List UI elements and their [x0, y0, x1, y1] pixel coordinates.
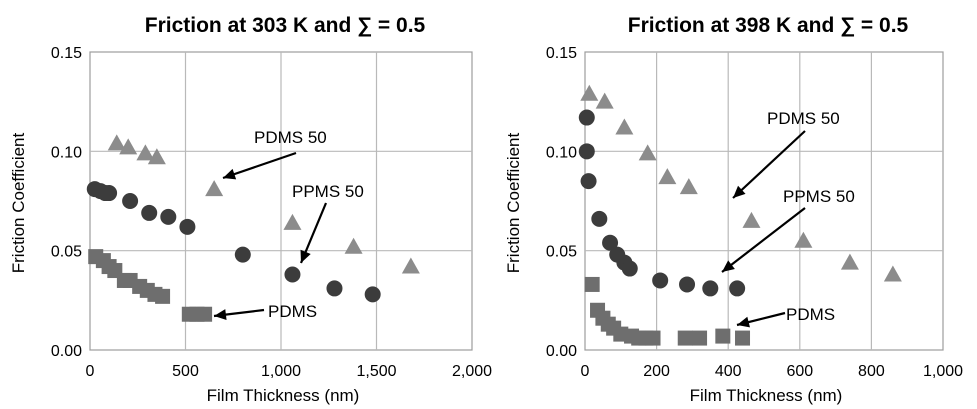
- pdms50-triangle-point: [638, 144, 657, 161]
- ppms50-circle-point: [702, 280, 719, 297]
- arrowhead: [300, 249, 311, 263]
- pdms50-triangle-point: [119, 138, 138, 155]
- pdms-square-point: [645, 330, 661, 346]
- plot-frame: [584, 51, 944, 351]
- x-tick-label: 1,500: [356, 363, 396, 380]
- x-tick-label: 1,000: [261, 363, 301, 380]
- pdms50-triangle-point: [794, 231, 813, 248]
- pdms50-triangle-point: [679, 178, 698, 195]
- left-chart-panel: 0 500 1,000 1,500 2,000 0.00 0.05 0.10 0.15 Frict…: [9, 14, 492, 405]
- y-axis-label: Friction Coefficient: [504, 132, 523, 273]
- pdms-square-point: [715, 328, 731, 344]
- chart-title: Friction at 303 K and ∑ = 0.5: [145, 14, 426, 37]
- ppms50-circle-point: [284, 266, 301, 283]
- arrowhead: [722, 260, 735, 272]
- y-tick-label: 0.10: [546, 144, 577, 161]
- pdms50-triangle-point: [136, 144, 155, 161]
- ppms50-circle-point: [729, 280, 746, 297]
- ppms50-circle-point: [326, 280, 343, 297]
- pdms-square-point: [692, 330, 708, 346]
- ppms50-circle-point: [652, 272, 669, 289]
- ppms50-circle-point: [179, 218, 196, 235]
- pdms-square-point: [584, 276, 600, 292]
- pdms-square-point: [735, 330, 751, 346]
- x-tick-label: 600: [786, 363, 813, 380]
- pdms50-triangle-point: [840, 253, 859, 270]
- pdms50-annotation: PDMS 50: [767, 109, 840, 128]
- pdms50-triangle-point: [147, 148, 166, 165]
- y-axis-label: Friction Coefficient: [9, 132, 28, 273]
- pdms50-triangle-point: [658, 168, 677, 185]
- pdms50-triangle-point: [283, 213, 302, 230]
- x-axis-label: Film Thickness (nm): [690, 386, 843, 405]
- pdms50-annotation: PDMS 50: [254, 128, 327, 147]
- ppms50-circle-point: [364, 286, 381, 303]
- x-tick-label: 2,000: [452, 363, 492, 380]
- ppms50-circle-point: [141, 204, 158, 221]
- pdms50-triangle-point: [595, 92, 614, 109]
- arrowhead: [733, 185, 746, 198]
- y-tick-label: 0.05: [546, 244, 577, 261]
- arrowhead: [223, 168, 237, 180]
- pdms50-triangle-point: [205, 180, 224, 197]
- arrowhead: [737, 316, 750, 328]
- x-tick-label: 0: [86, 363, 95, 380]
- ppms50-circle-point: [160, 208, 177, 225]
- pdms-square-point: [197, 306, 213, 322]
- ppms50-circle-point: [591, 210, 608, 227]
- x-tick-label: 400: [715, 363, 742, 380]
- x-tick-label: 500: [172, 363, 199, 380]
- y-tick-label: 0.00: [546, 343, 577, 360]
- x-axis-label: Film Thickness (nm): [207, 386, 360, 405]
- y-tick-label: 0.00: [51, 343, 82, 360]
- chart-title: Friction at 398 K and ∑ = 0.5: [628, 14, 909, 37]
- arrowhead: [214, 309, 227, 321]
- ppms50-circle-point: [578, 109, 595, 126]
- x-tick-label: 0: [581, 363, 590, 380]
- y-tick-label: 0.15: [51, 45, 82, 62]
- pdms50-triangle-point: [883, 265, 902, 282]
- right-chart-panel: 0 200 400 600 800 1,000 0.00 0.05 0.10 0.15 Fricti…: [504, 14, 963, 405]
- x-tick-label: 1,000: [923, 363, 963, 380]
- pdms-square-point: [677, 330, 693, 346]
- ppms50-annotation-arrow: [721, 207, 806, 273]
- ppms50-circle-point: [122, 193, 139, 209]
- pdms50-annotation-arrow: [222, 151, 297, 180]
- ppms50-annotation: PPMS 50: [783, 187, 855, 206]
- ppms50-circle-point: [101, 185, 118, 202]
- ppms50-circle-point: [578, 143, 595, 160]
- ppms50-circle-point: [679, 276, 696, 293]
- pdms50-triangle-point: [344, 237, 363, 254]
- ppms50-annotation: PPMS 50: [292, 182, 364, 201]
- x-tick-label: 800: [858, 363, 885, 380]
- pdms-annotation: PDMS: [786, 305, 835, 324]
- pdms50-triangle-point: [742, 211, 761, 228]
- y-tick-label: 0.05: [51, 244, 82, 261]
- pdms50-triangle-point: [580, 84, 599, 101]
- pdms-square-point: [155, 288, 171, 304]
- ppms50-circle-point: [580, 173, 597, 190]
- ppms50-circle-point: [621, 260, 638, 277]
- x-tick-label: 200: [643, 363, 670, 380]
- y-tick-label: 0.10: [51, 144, 82, 161]
- pdms50-triangle-point: [615, 118, 634, 135]
- pdms50-annotation-arrow: [732, 130, 806, 199]
- y-tick-label: 0.15: [546, 45, 577, 62]
- ppms50-circle-point: [234, 246, 251, 263]
- pdms50-triangle-point: [401, 257, 420, 274]
- pdms-annotation: PDMS: [268, 302, 317, 321]
- pdms50-triangle-point: [107, 134, 126, 151]
- ppms50-circle-point: [602, 234, 619, 251]
